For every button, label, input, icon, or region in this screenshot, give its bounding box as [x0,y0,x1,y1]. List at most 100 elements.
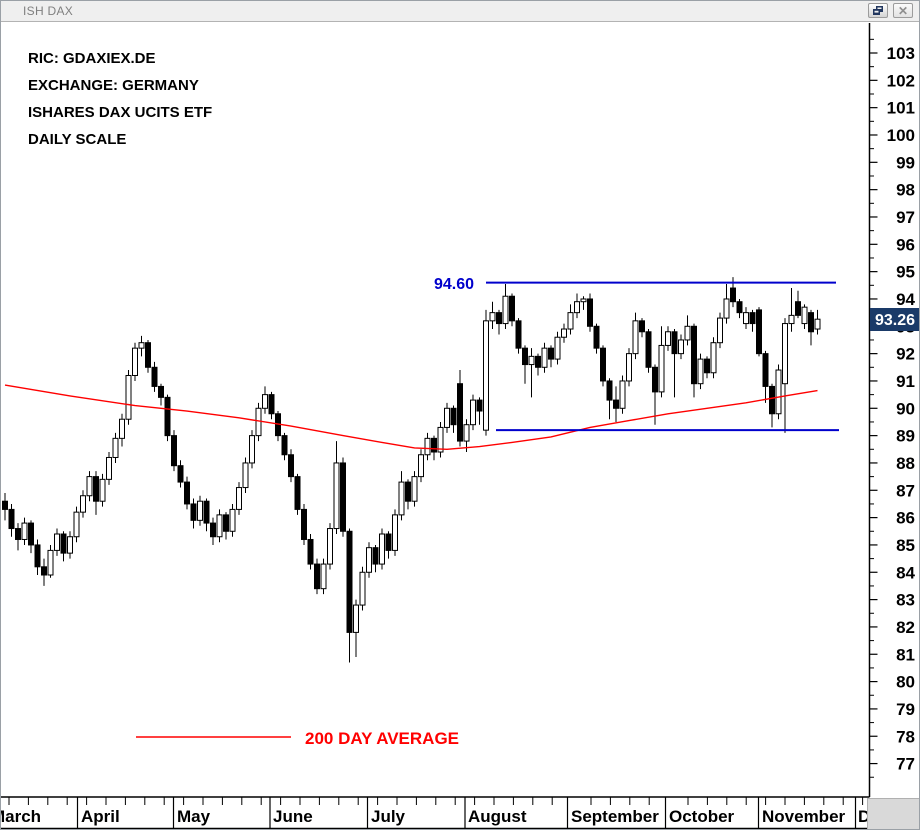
candle-up [216,509,223,543]
candle-up [112,432,119,463]
candle-body [496,312,502,325]
month-label: April [81,807,120,826]
candle-body [80,495,86,513]
restore-button[interactable] [868,3,888,18]
month-label: November [762,807,846,826]
candle-body [528,355,535,366]
candle-down [203,498,210,532]
candle-body [561,328,567,338]
candle-down [385,531,392,559]
price-axis-label: 87 [896,481,915,500]
candle-down [522,345,528,384]
candle-down [652,364,658,425]
candle-body [574,301,580,314]
price-axis-label: 102 [887,71,915,90]
candle-body [223,514,229,532]
candle-up [125,370,132,425]
candle-up [366,542,372,578]
candle-body [600,347,606,382]
candle-body [93,476,99,502]
candle-body [288,454,294,478]
candle-up [119,413,125,447]
candle-body [502,295,509,325]
candle-body [652,366,658,393]
candle-body [346,530,353,633]
candle-body [132,347,138,376]
candle-down [314,558,320,595]
candle-down [587,293,593,332]
candle-down [691,323,697,398]
candle-down [28,520,34,554]
candle-up [249,430,255,469]
candle-down [548,345,554,368]
close-button[interactable]: ✕ [893,3,913,18]
candle-body [151,366,158,387]
candle-body [788,314,795,325]
candle-body [249,435,255,464]
candle-body [2,500,8,510]
candle-up [437,421,444,458]
candle-body [418,454,424,478]
candle-down [15,523,21,551]
candle-up [379,528,385,570]
candle-up [567,304,574,335]
candle-down [301,503,307,545]
candle-down [171,430,177,472]
candle-body [366,547,372,573]
candle-up [814,309,821,335]
price-axis-label: 78 [896,727,915,746]
candle-down [340,457,346,537]
candle-body [99,478,106,502]
candle-down [8,503,15,537]
candle-body [541,347,548,368]
candle-body [268,394,275,415]
candle-body [723,298,730,319]
candle-body [489,312,496,322]
instrument-info: RIC: GDAXIEX.DE EXCHANGE: GERMANY ISHARE… [28,50,212,148]
candle-up [528,348,535,398]
candle-body [424,437,431,456]
candle-body [385,533,392,551]
candle-down [671,329,678,398]
candle-body [28,522,34,546]
window-title: ISH DAX [23,4,74,18]
candle-body [645,331,652,368]
candle-up [242,457,249,494]
candle-body [236,487,242,510]
candle-body [119,418,125,439]
candle-body [301,508,307,540]
candle-up [463,419,470,453]
candle-down [275,411,281,442]
candle-body [678,339,684,355]
price-axis-label: 103 [887,44,915,63]
candle-up [561,323,567,343]
price-axis-label: 94 [896,290,915,309]
price-axis-label: 88 [896,454,915,473]
candle-body [359,571,366,606]
candle-up [697,353,704,390]
candle-up [444,402,450,433]
last-price-badge: 93.26 [870,308,919,331]
candle-body [184,481,190,505]
candle-body [21,522,28,540]
price-axis-label: 85 [896,536,915,555]
candle-down [457,370,463,447]
candle-down [405,479,411,510]
candle-up [67,531,73,559]
candle-down [613,386,619,422]
candle-body [580,298,587,303]
candle-up [678,334,684,360]
candle-body [229,508,236,532]
candle-body [463,424,470,442]
candle-body [210,522,216,538]
candle-body [522,347,528,366]
candle-body [775,369,782,415]
ma-legend-label: 200 DAY AVERAGE [305,729,459,748]
candle-body [392,514,398,551]
candle-body [619,380,626,409]
candle-up [424,432,431,461]
candle-down [515,318,522,354]
resistance-label: 94.60 [434,276,474,293]
candle-up [262,386,268,414]
